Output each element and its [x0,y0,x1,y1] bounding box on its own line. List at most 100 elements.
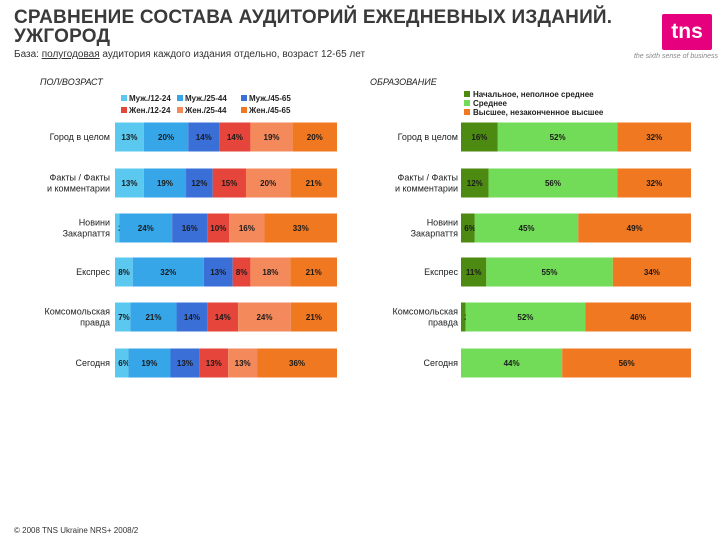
data-label: 19% [157,179,173,188]
data-label: 19% [264,133,280,142]
data-label: 36% [289,359,305,368]
data-label: 16% [182,224,198,233]
bar-segment [250,122,293,152]
bar-segment [115,122,144,152]
page-subtitle: База: полугодовая аудитория каждого изда… [14,49,366,60]
category-label: Город в целом [50,132,110,142]
data-label: 46% [630,313,646,322]
data-label: 13% [235,359,251,368]
data-label: 12% [191,179,207,188]
bar-segment [219,122,251,152]
data-label: 11% [466,268,482,277]
category-label: Новини [79,218,110,228]
category-label: Факты / Факты [50,173,110,183]
category-label: правда [80,318,110,328]
bar-segment [461,257,487,287]
bar-segment [228,348,258,378]
data-label: 6% [118,359,130,368]
page-title: СРАВНЕНИЕ СОСТАВА АУДИТОРИЙ ЕЖЕДНЕВНЫХ И… [14,7,613,47]
bar-segment [292,122,337,152]
bar-segment [461,302,466,332]
data-label: 45% [519,224,535,233]
data-label: 21% [306,179,322,188]
bar-segment [115,168,144,198]
bar-segment [115,348,129,378]
category-label: Закарпаття [411,229,459,239]
data-label: 52% [550,133,566,142]
bar-segment [461,348,563,378]
bar-segment [257,348,337,378]
legend-label: Муж./45-65 [249,94,291,103]
data-label: 52% [517,313,533,322]
bar-segment [250,257,291,287]
data-label: 16% [471,133,487,142]
data-label: 55% [542,268,558,277]
bar-segment [562,348,691,378]
data-label: 21% [306,313,322,322]
legend-swatch [241,95,247,101]
data-label: 32% [160,268,176,277]
bar-segment [170,348,200,378]
data-label: 14% [184,313,200,322]
section-title-education: ОБРАЗОВАНИЕ [370,77,437,87]
bar-segment [486,257,613,287]
legend-swatch [464,100,470,106]
data-label: 15% [221,179,237,188]
legend-label: Начальное, неполное среднее [473,90,594,99]
data-label: 12% [467,179,483,188]
bar-segment [203,257,233,287]
data-label: 13% [206,359,222,368]
legend-label: Жен./45-65 [248,106,291,115]
legend-label: Жен./12-24 [128,106,171,115]
category-label: Сегодня [76,358,111,368]
bar-segment [474,213,579,243]
bar-segment [612,257,691,287]
bar-segment [232,257,251,287]
legend-label: Муж./25-44 [185,94,227,103]
bar-segment [238,302,291,332]
data-label: 34% [644,268,660,277]
legend-label: Жен./25-44 [184,106,227,115]
bar-segment [115,213,120,243]
category-label: Експрес [424,267,458,277]
legend-swatch [121,95,127,101]
bar-segment [128,348,171,378]
section-title-gender-age: ПОЛ/ВОЗРАСТ [40,77,103,87]
legend-swatch [464,109,470,115]
data-label: 21% [145,313,161,322]
data-label: 32% [646,133,662,142]
category-label: Новини [427,218,458,228]
bar-segment [207,302,239,332]
bar-segment [465,302,586,332]
data-label: 49% [627,224,643,233]
bar-segment [585,302,691,332]
bar-segment [130,302,177,332]
bar-segment [172,213,208,243]
logo-tagline: the sixth sense of business [633,53,718,60]
legend-swatch [177,95,183,101]
bar-segment [264,213,337,243]
data-label: 20% [158,133,174,142]
category-label: Комсомольская [393,307,459,317]
bar-segment [212,168,246,198]
category-label: Город в целом [398,132,458,142]
data-label: 33% [293,224,309,233]
data-label: 14% [196,133,212,142]
data-label: 6% [464,224,476,233]
bar-segment [143,168,187,198]
data-label: 56% [545,179,561,188]
data-label: 19% [141,359,157,368]
data-label: 20% [260,179,276,188]
bar-segment [461,122,498,152]
bar-segment [290,257,337,287]
data-label: 8% [118,268,130,277]
bar-segment [290,168,337,198]
bar-segment [229,213,265,243]
bar-segment [488,168,618,198]
category-label: и комментарии [395,184,458,194]
bar-segment [119,213,173,243]
bar-segment [461,168,489,198]
legend-label: Муж./12-24 [129,94,171,103]
data-label: 56% [619,359,635,368]
legend-swatch [464,91,470,97]
